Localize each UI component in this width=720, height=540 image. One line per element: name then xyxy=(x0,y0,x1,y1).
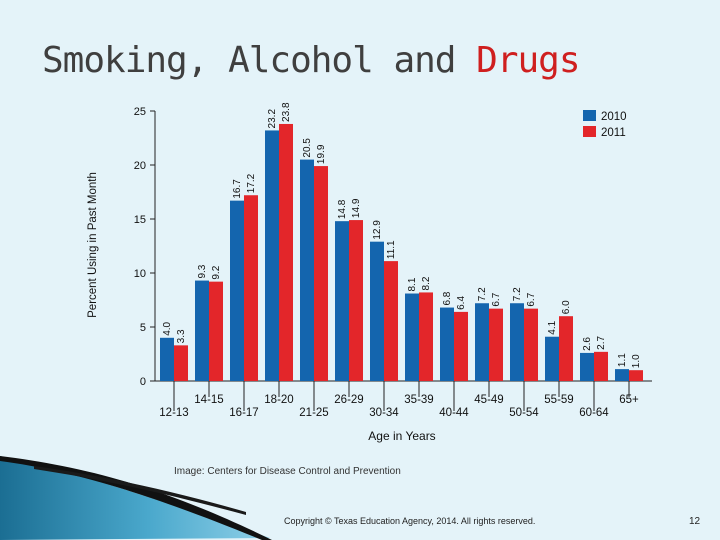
bar-value-label: 12.9 xyxy=(372,220,383,240)
bar-value-label: 14.9 xyxy=(351,198,362,218)
bar-2011 xyxy=(279,123,293,382)
bar-value-label: 6.0 xyxy=(561,300,572,314)
x-tick-label: 35-39 xyxy=(404,394,433,406)
x-tick-label: 21-25 xyxy=(299,407,328,419)
bar-value-label: 2.6 xyxy=(582,337,593,351)
bar-2011 xyxy=(559,316,573,381)
bar-value-label: 1.1 xyxy=(617,353,628,367)
bar-2011 xyxy=(419,292,433,381)
bar-value-label: 9.2 xyxy=(211,265,222,279)
slide-title: Smoking, Alcohol and Drugs xyxy=(42,40,581,81)
x-tick-label: 55-59 xyxy=(544,394,573,406)
bar-2011 xyxy=(524,308,538,381)
x-tick-label: 12-13 xyxy=(159,407,188,419)
bar-value-label: 8.1 xyxy=(407,277,418,291)
chart-labels: 4.03.3 9.3 9.2 16.7 17.2 23.2 23.8 20.5 19.9 14.8… xyxy=(162,102,642,368)
y-tick-label: 0 xyxy=(140,376,146,388)
bar-2010 xyxy=(475,303,489,381)
legend-label-2010: 2010 xyxy=(601,111,627,123)
bar-2010 xyxy=(300,159,314,381)
bar-value-label: 9.3 xyxy=(197,264,208,278)
bar-2010 xyxy=(335,221,349,381)
y-tick-label: 10 xyxy=(134,268,146,280)
bar-value-label: 11.1 xyxy=(386,240,397,259)
footer-copyright: Copyright © Texas Education Agency, 2014… xyxy=(284,516,536,526)
x-tick-label: 45-49 xyxy=(474,394,503,406)
bar-value-label: 6.7 xyxy=(526,292,537,306)
bar-2010 xyxy=(510,303,524,381)
y-tick-label: 15 xyxy=(134,214,146,226)
x-tick-label: 18-20 xyxy=(264,394,293,406)
decorative-swoosh xyxy=(0,456,272,540)
x-axis-label: Age in Years xyxy=(368,429,435,443)
bar-value-label: 20.5 xyxy=(302,138,313,158)
y-tick-label: 25 xyxy=(134,106,146,118)
x-tick-label: 26-29 xyxy=(334,394,363,406)
bar-2011 xyxy=(454,311,468,381)
bar-2011 xyxy=(349,220,363,381)
x-tick-label: 40-44 xyxy=(439,407,469,419)
x-tick-label: 14-15 xyxy=(194,394,223,406)
bar-value-label: 14.8 xyxy=(337,199,348,219)
x-tick-label: 60-64 xyxy=(579,407,609,419)
bar-2011 xyxy=(629,370,643,381)
bar-value-label: 17.2 xyxy=(246,173,257,193)
bar-2010 xyxy=(440,307,454,381)
bar-value-label: 23.8 xyxy=(281,102,292,122)
bar-2010 xyxy=(615,369,629,381)
bar-2010 xyxy=(230,200,244,381)
bar-2010 xyxy=(195,280,209,381)
bar-value-label: 19.9 xyxy=(316,144,327,164)
chart-bars xyxy=(160,123,643,382)
page-number: 12 xyxy=(689,516,701,527)
bar-2011 xyxy=(384,261,398,381)
bar-value-label: 8.2 xyxy=(421,276,432,290)
bar-value-label: 7.2 xyxy=(477,287,488,301)
x-tick-label: 50-54 xyxy=(509,407,539,419)
bar-value-label: 4.0 xyxy=(162,321,173,335)
image-source-credit: Image: Centers for Disease Control and P… xyxy=(174,466,401,477)
chart-legend: 2010 2011 xyxy=(583,110,627,139)
slide-title-main: Smoking, Alcohol and xyxy=(42,40,477,81)
legend-swatch-2011 xyxy=(583,126,596,137)
bar-value-label: 7.2 xyxy=(512,287,523,301)
bar-2010 xyxy=(580,352,594,381)
bar-2010 xyxy=(370,241,384,381)
legend-swatch-2010 xyxy=(583,110,596,121)
bar-value-label: 1.0 xyxy=(631,354,642,368)
bar-2011 xyxy=(209,281,223,381)
bar-value-label: 6.7 xyxy=(491,292,502,306)
bar-2010 xyxy=(405,293,419,381)
bar-value-label: 6.4 xyxy=(456,296,467,310)
bar-value-label: 23.2 xyxy=(267,109,278,129)
x-tick-label: 16-17 xyxy=(229,407,258,419)
bar-2011 xyxy=(314,166,328,381)
bar-value-label: 4.1 xyxy=(547,320,558,334)
x-tick-label: 65+ xyxy=(619,394,639,406)
bar-value-label: 3.3 xyxy=(176,329,187,343)
bar-2010 xyxy=(545,336,559,381)
bar-2011 xyxy=(489,308,503,381)
x-tick-label: 30-34 xyxy=(369,407,399,419)
legend-label-2011: 2011 xyxy=(601,127,626,139)
bar-value-label: 16.7 xyxy=(232,179,243,199)
bar-2011 xyxy=(244,195,258,381)
bar-value-label: 2.7 xyxy=(596,336,607,350)
bar-2010 xyxy=(160,337,174,381)
bar-2011 xyxy=(174,345,188,381)
bar-2011 xyxy=(594,351,608,381)
bar-value-label: 6.8 xyxy=(442,291,453,305)
y-tick-label: 20 xyxy=(134,160,146,172)
y-axis-label: Percent Using in Past Month xyxy=(87,172,99,318)
y-tick-label: 5 xyxy=(140,322,146,334)
bar-2010 xyxy=(265,130,279,381)
slide-title-accent: Drugs xyxy=(476,40,580,81)
